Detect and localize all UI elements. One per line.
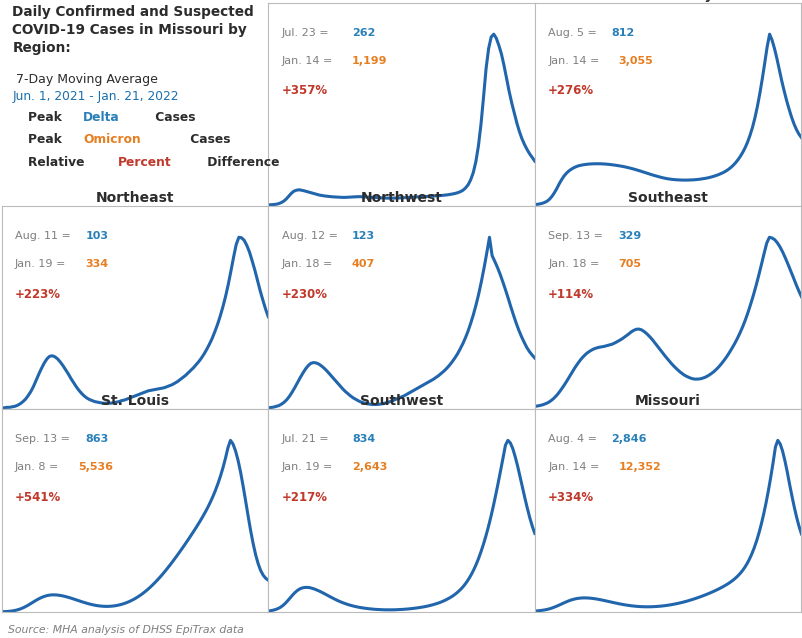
Text: Percent: Percent bbox=[118, 156, 172, 168]
Text: 3,055: 3,055 bbox=[618, 56, 653, 66]
Text: Peak: Peak bbox=[28, 111, 67, 124]
Title: Northeast: Northeast bbox=[95, 191, 174, 205]
Text: +334%: +334% bbox=[548, 491, 593, 503]
Text: +357%: +357% bbox=[282, 84, 327, 98]
Text: 407: 407 bbox=[351, 259, 375, 269]
Text: Aug. 12 =: Aug. 12 = bbox=[282, 231, 341, 241]
Text: Aug. 5 =: Aug. 5 = bbox=[548, 27, 600, 38]
Title: St. Louis: St. Louis bbox=[101, 394, 168, 408]
Text: Jun. 1, 2021 - Jan. 21, 2022: Jun. 1, 2021 - Jan. 21, 2022 bbox=[12, 89, 179, 103]
Text: Jan. 19 =: Jan. 19 = bbox=[282, 462, 336, 472]
Text: 7-Day Moving Average: 7-Day Moving Average bbox=[12, 73, 158, 86]
Text: Jan. 14 =: Jan. 14 = bbox=[282, 56, 336, 66]
Text: Aug. 4 =: Aug. 4 = bbox=[548, 434, 600, 444]
Text: Cases: Cases bbox=[151, 111, 195, 124]
Text: 1,199: 1,199 bbox=[351, 56, 387, 66]
Text: Sep. 13 =: Sep. 13 = bbox=[15, 434, 73, 444]
Title: Kansas City: Kansas City bbox=[622, 0, 713, 2]
Text: +223%: +223% bbox=[15, 288, 61, 300]
Text: Sep. 13 =: Sep. 13 = bbox=[548, 231, 606, 241]
Text: Jan. 8 =: Jan. 8 = bbox=[15, 462, 63, 472]
Text: +541%: +541% bbox=[15, 491, 61, 503]
Title: Southeast: Southeast bbox=[627, 191, 707, 205]
Text: Aug. 11 =: Aug. 11 = bbox=[15, 231, 75, 241]
Text: Delta: Delta bbox=[83, 111, 119, 124]
Text: 103: 103 bbox=[85, 231, 108, 241]
Text: 2,643: 2,643 bbox=[351, 462, 387, 472]
Text: 2,846: 2,846 bbox=[610, 434, 646, 444]
Text: Jan. 18 =: Jan. 18 = bbox=[548, 259, 602, 269]
Text: 12,352: 12,352 bbox=[618, 462, 660, 472]
Text: Relative: Relative bbox=[28, 156, 89, 168]
Text: Jan. 14 =: Jan. 14 = bbox=[548, 462, 602, 472]
Text: 834: 834 bbox=[351, 434, 375, 444]
Title: Southwest: Southwest bbox=[359, 394, 443, 408]
Text: 262: 262 bbox=[351, 27, 375, 38]
Text: Omicron: Omicron bbox=[83, 133, 140, 146]
Text: Jul. 21 =: Jul. 21 = bbox=[282, 434, 332, 444]
Text: 5,536: 5,536 bbox=[78, 462, 113, 472]
Text: Cases: Cases bbox=[185, 133, 229, 146]
Text: Jan. 18 =: Jan. 18 = bbox=[282, 259, 336, 269]
Text: 334: 334 bbox=[85, 259, 108, 269]
Text: +217%: +217% bbox=[282, 491, 327, 503]
Text: Jan. 14 =: Jan. 14 = bbox=[548, 56, 602, 66]
Text: 123: 123 bbox=[351, 231, 375, 241]
Text: Jul. 23 =: Jul. 23 = bbox=[282, 27, 332, 38]
Text: 329: 329 bbox=[618, 231, 641, 241]
Text: +230%: +230% bbox=[282, 288, 327, 300]
Text: Difference: Difference bbox=[203, 156, 280, 168]
Text: 812: 812 bbox=[610, 27, 634, 38]
Text: Source: MHA analysis of DHSS EpiTrax data: Source: MHA analysis of DHSS EpiTrax dat… bbox=[8, 625, 244, 635]
Text: Peak: Peak bbox=[28, 133, 67, 146]
Text: +276%: +276% bbox=[548, 84, 593, 98]
Text: 705: 705 bbox=[618, 259, 641, 269]
Title: Missouri: Missouri bbox=[634, 394, 700, 408]
Text: Jan. 19 =: Jan. 19 = bbox=[15, 259, 70, 269]
Title: Central: Central bbox=[372, 0, 430, 2]
Title: Northwest: Northwest bbox=[360, 191, 442, 205]
Text: Daily Confirmed and Suspected
COVID-19 Cases in Missouri by
Region:: Daily Confirmed and Suspected COVID-19 C… bbox=[12, 5, 253, 55]
Text: +114%: +114% bbox=[548, 288, 593, 300]
Text: 863: 863 bbox=[85, 434, 108, 444]
